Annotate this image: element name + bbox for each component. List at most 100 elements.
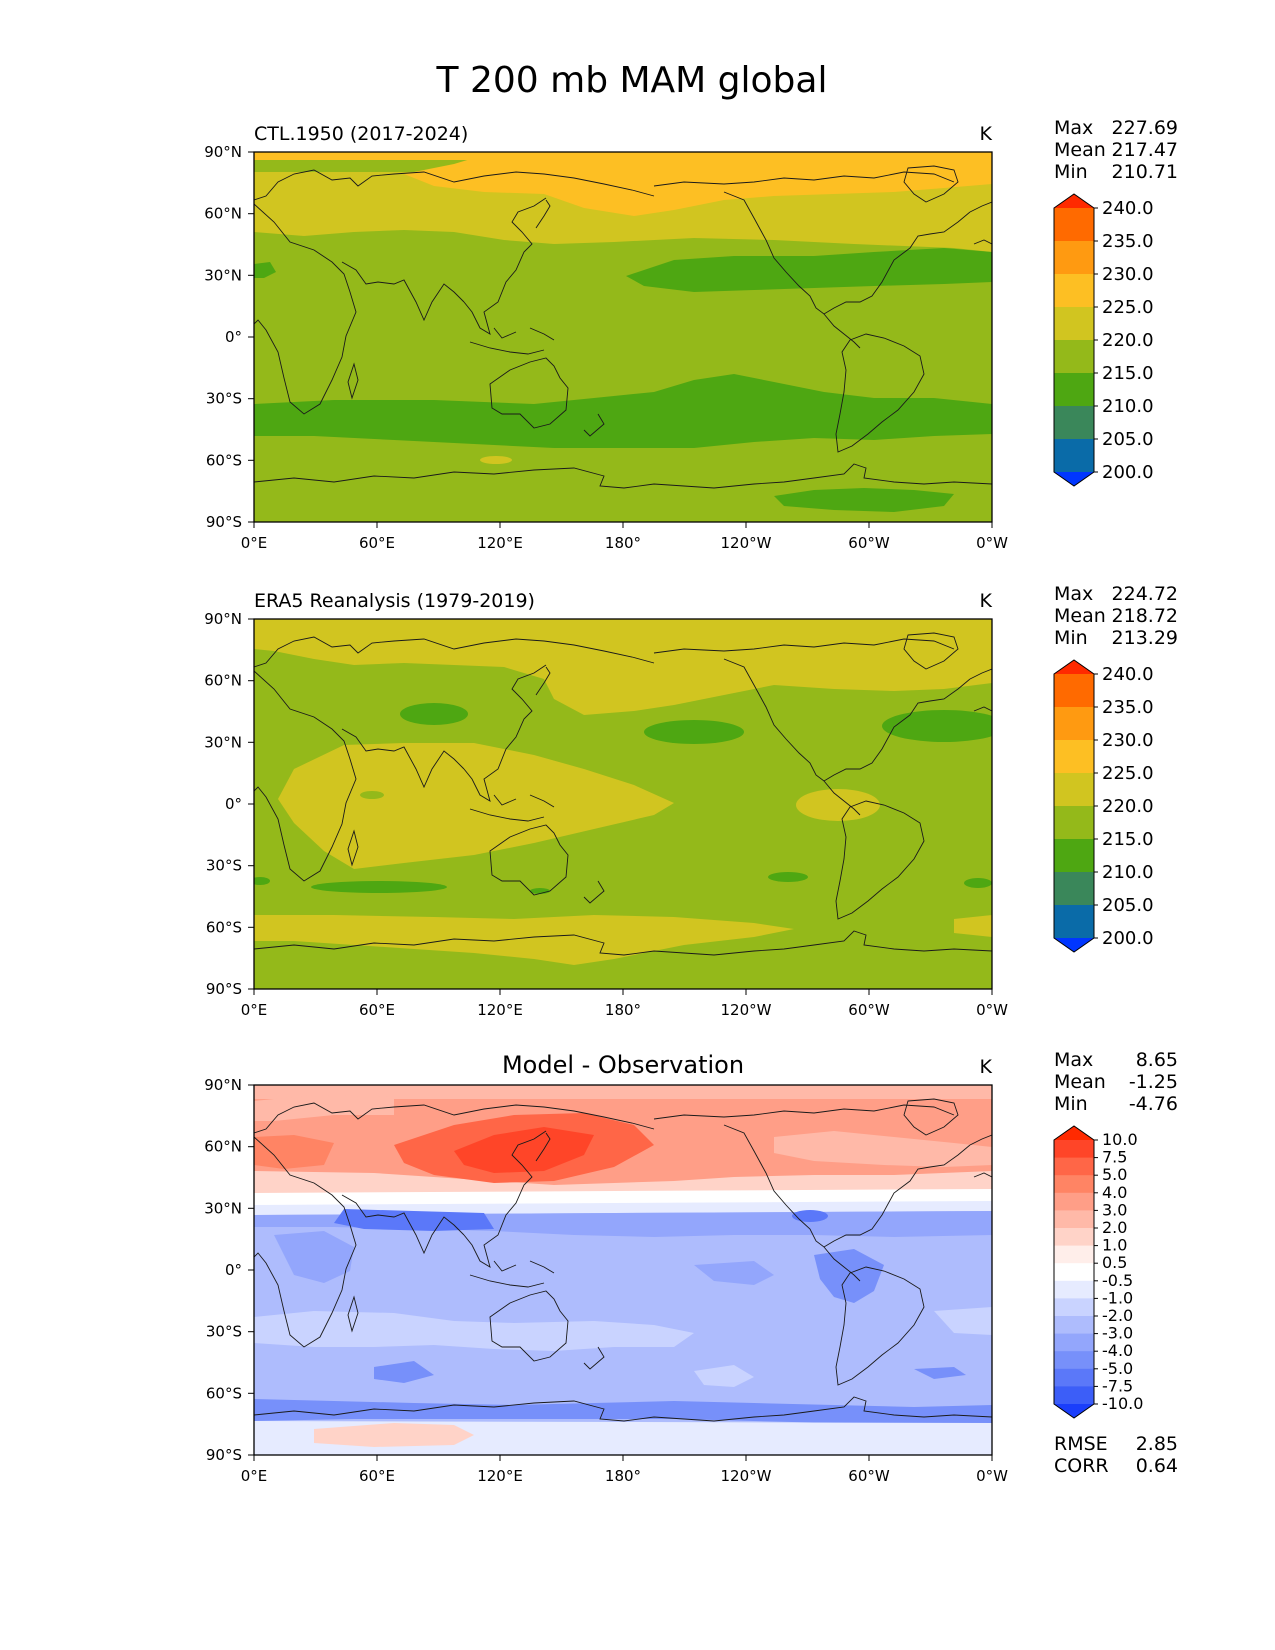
lat-tick-label: 90°N (204, 610, 242, 628)
colorbar-segment (1054, 1228, 1094, 1247)
colorbar-extend-bottom (1054, 938, 1094, 952)
colorbar-obs: 240.0 235.0 230.0 225.0 220.0 215.0 210.0 205.0… (1053, 659, 1154, 953)
stat-label: Mean (1054, 1071, 1106, 1093)
lon-tick-label: 60°E (359, 1001, 395, 1019)
colorbar-label: 5.0 (1102, 1165, 1127, 1184)
colorbar-label: 200.0 (1102, 928, 1154, 949)
colorbar-label: 220.0 (1102, 330, 1154, 351)
colorbar-label: 220.0 (1102, 796, 1154, 817)
lat-tick-label: 30°S (206, 390, 242, 408)
stat-label: Max (1054, 1049, 1093, 1071)
colorbar-segment (1054, 905, 1094, 939)
colorbar-segment (1054, 406, 1094, 440)
stat-label: Mean (1054, 605, 1106, 627)
lat-tick-label: 60°N (204, 205, 242, 223)
lon-tick-label: 120°W (721, 1467, 772, 1485)
stat-label: Min (1054, 627, 1088, 649)
colorbar-label: 2.0 (1102, 1218, 1127, 1237)
lat-tick-label: 60°S (206, 918, 242, 936)
colorbar-label: 210.0 (1102, 396, 1154, 417)
colorbar-label: 215.0 (1102, 829, 1154, 850)
lat-tick-label: 60°N (204, 672, 242, 690)
figure-title: T 200 mb MAM global (436, 60, 828, 101)
lon-axis: 0°E 60°E 120°E 180° 120°W 60°W 0°W (241, 522, 1008, 552)
colorbar-extend-top (1054, 660, 1094, 674)
colorbar-extend-bottom (1054, 1404, 1094, 1418)
colorbar-label: 210.0 (1102, 862, 1154, 883)
panel-title: Model - Observation (502, 1051, 744, 1079)
lat-tick-label: 90°S (206, 513, 242, 531)
stat-label: Mean (1054, 139, 1106, 161)
colorbar-label: 1.0 (1102, 1236, 1127, 1255)
colorbar-segment (1054, 1245, 1094, 1264)
lat-axis: 90°N 60°N 30°N 0° 30°S 60°S 90°S (204, 143, 254, 531)
lat-tick-label: 0° (225, 1261, 242, 1279)
stat-label: Min (1054, 161, 1088, 183)
colorbar-label: 7.5 (1102, 1148, 1127, 1167)
colorbar-segment (1054, 1333, 1094, 1352)
lat-tick-label: 0° (225, 328, 242, 346)
colorbar-label: 235.0 (1102, 231, 1154, 252)
lon-tick-label: 0°E (241, 534, 268, 552)
lat-tick-label: 30°S (206, 1323, 242, 1341)
colorbar-label: 205.0 (1102, 429, 1154, 450)
colorbar-label: 200.0 (1102, 462, 1154, 483)
units-label: K (980, 1056, 993, 1078)
skill-value: 0.64 (1136, 1455, 1178, 1477)
colorbar-label: -10.0 (1102, 1394, 1143, 1413)
panel-diff: Model - Observation K (204, 1051, 1008, 1485)
stat-label: Max (1054, 117, 1093, 139)
colorbar-segment (1054, 872, 1094, 906)
colorbar-label: -5.0 (1102, 1359, 1133, 1378)
colorbar-segment (1054, 307, 1094, 341)
stats-obs: Max 224.72 Mean 218.72 Min 213.29 (1054, 583, 1178, 649)
lon-tick-label: 120°W (721, 1001, 772, 1019)
lon-tick-label: 60°W (848, 1001, 890, 1019)
stat-value: 8.65 (1136, 1049, 1178, 1071)
skill-scores: RMSE 2.85 CORR 0.64 (1054, 1433, 1178, 1477)
colorbar-label: 230.0 (1102, 730, 1154, 751)
lat-tick-label: 30°S (206, 857, 242, 875)
colorbar-segment (1054, 274, 1094, 308)
lon-tick-label: 0°E (241, 1001, 268, 1019)
lat-tick-label: 60°S (206, 451, 242, 469)
colorbar-label: 240.0 (1102, 198, 1154, 219)
colorbar-extend-bottom (1054, 472, 1094, 486)
lon-tick-label: 60°W (848, 534, 890, 552)
colorbar-label: 215.0 (1102, 363, 1154, 384)
skill-label: CORR (1054, 1455, 1109, 1477)
colorbar-extend-top (1054, 194, 1094, 208)
lon-tick-label: 0°W (976, 534, 1008, 552)
units-label: K (980, 590, 993, 612)
colorbar-segment (1054, 839, 1094, 873)
colorbar-segment (1054, 208, 1094, 242)
colorbar-label: -3.0 (1102, 1324, 1133, 1343)
colorbar-label: -0.5 (1102, 1271, 1133, 1290)
lon-tick-label: 0°W (976, 1467, 1008, 1485)
colorbar-label: -2.0 (1102, 1306, 1133, 1325)
colorbar-extend-top (1054, 1126, 1094, 1140)
colorbar-diff: 10.07.55.04.03.02.01.00.5-0.5-1.0-2.0-3.… (1053, 1125, 1143, 1419)
lat-tick-label: 90°S (206, 1446, 242, 1464)
colorbar-segment (1054, 340, 1094, 374)
stat-value: 218.72 (1112, 605, 1178, 627)
stat-value: 210.71 (1112, 161, 1178, 183)
colorbar-label: -7.5 (1102, 1376, 1133, 1395)
colorbar-segment (1054, 1140, 1094, 1159)
colorbar-segment (1054, 1298, 1094, 1317)
colorbar-segment (1054, 806, 1094, 840)
stat-value: -1.25 (1129, 1071, 1178, 1093)
lat-tick-label: 60°S (206, 1384, 242, 1402)
colorbar-segment (1054, 1175, 1094, 1194)
colorbar-segment (1054, 1210, 1094, 1229)
colorbar-model: 240.0 235.0 230.0 225.0 220.0 215.0 210.0 205.0… (1053, 193, 1154, 487)
stats-model: Max 227.69 Mean 217.47 Min 210.71 (1054, 117, 1178, 183)
lat-tick-label: 30°N (204, 266, 242, 284)
colorbar-segment (1054, 1351, 1094, 1370)
colorbar-segment (1054, 241, 1094, 275)
lat-axis: 90°N 60°N 30°N 0° 30°S 60°S 90°S (204, 1076, 254, 1464)
lon-tick-label: 60°W (848, 1467, 890, 1485)
lon-tick-label: 120°E (477, 534, 523, 552)
stats-diff: Max 8.65 Mean -1.25 Min -4.76 (1054, 1049, 1178, 1115)
